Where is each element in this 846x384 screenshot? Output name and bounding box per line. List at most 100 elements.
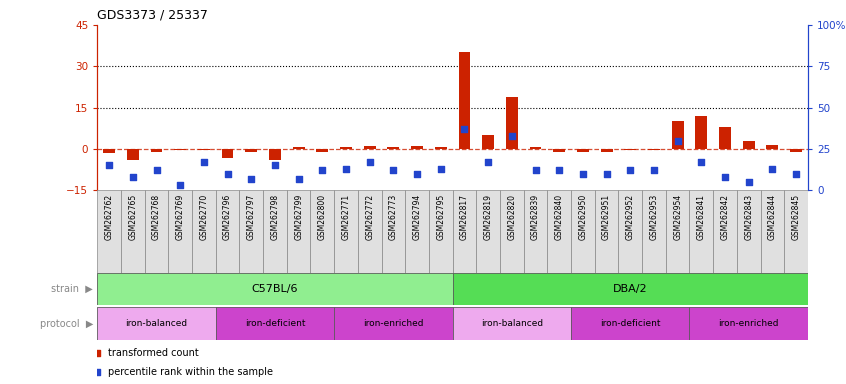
- Point: [742, 179, 755, 185]
- Point: [671, 137, 684, 144]
- Point: [268, 162, 282, 168]
- Bar: [174, 149, 186, 150]
- Text: transformed count: transformed count: [108, 348, 199, 358]
- Point: [600, 170, 613, 177]
- Point: [197, 159, 211, 165]
- Text: GSM262953: GSM262953: [650, 194, 658, 240]
- FancyBboxPatch shape: [571, 190, 595, 273]
- FancyBboxPatch shape: [216, 190, 239, 273]
- Point: [387, 167, 400, 173]
- Text: GSM262769: GSM262769: [176, 194, 184, 240]
- Point: [505, 132, 519, 139]
- FancyBboxPatch shape: [382, 190, 405, 273]
- Text: GSM262845: GSM262845: [792, 194, 800, 240]
- Text: GSM262950: GSM262950: [579, 194, 587, 240]
- FancyBboxPatch shape: [713, 190, 737, 273]
- Text: GSM262819: GSM262819: [484, 194, 492, 240]
- FancyBboxPatch shape: [263, 190, 287, 273]
- Bar: [334, 307, 453, 340]
- Text: GSM262795: GSM262795: [437, 194, 445, 240]
- Point: [316, 167, 329, 173]
- FancyBboxPatch shape: [121, 190, 145, 273]
- Text: iron-balanced: iron-balanced: [481, 319, 543, 328]
- Text: GSM262844: GSM262844: [768, 194, 777, 240]
- Bar: [624, 149, 636, 150]
- Point: [268, 114, 282, 120]
- Bar: [719, 127, 731, 149]
- Bar: [766, 145, 778, 149]
- Bar: [459, 53, 470, 149]
- Point: [434, 166, 448, 172]
- FancyBboxPatch shape: [358, 190, 382, 273]
- Bar: [216, 307, 334, 340]
- Bar: [553, 149, 565, 152]
- Point: [481, 159, 495, 165]
- Text: GSM262765: GSM262765: [129, 194, 137, 240]
- FancyBboxPatch shape: [595, 190, 618, 273]
- Text: GSM262794: GSM262794: [413, 194, 421, 240]
- Text: GSM262817: GSM262817: [460, 194, 469, 240]
- FancyBboxPatch shape: [500, 190, 524, 273]
- Point: [339, 166, 353, 172]
- Text: GSM262843: GSM262843: [744, 194, 753, 240]
- FancyBboxPatch shape: [666, 190, 689, 273]
- Point: [292, 175, 305, 182]
- Point: [150, 167, 163, 173]
- Point: [363, 159, 376, 165]
- FancyBboxPatch shape: [145, 190, 168, 273]
- FancyBboxPatch shape: [761, 190, 784, 273]
- FancyBboxPatch shape: [642, 190, 666, 273]
- Text: percentile rank within the sample: percentile rank within the sample: [108, 367, 273, 377]
- Text: GSM262770: GSM262770: [200, 194, 208, 240]
- Point: [458, 126, 471, 132]
- Bar: [316, 149, 328, 152]
- Text: protocol  ▶: protocol ▶: [40, 318, 93, 329]
- Text: GSM262800: GSM262800: [318, 194, 327, 240]
- Text: GSM262771: GSM262771: [342, 194, 350, 240]
- FancyBboxPatch shape: [287, 190, 310, 273]
- Text: GSM262954: GSM262954: [673, 194, 682, 240]
- Point: [126, 174, 140, 180]
- Bar: [453, 273, 808, 305]
- Text: GSM262762: GSM262762: [105, 194, 113, 240]
- Text: GSM262820: GSM262820: [508, 194, 516, 240]
- Bar: [689, 307, 808, 340]
- FancyBboxPatch shape: [453, 190, 476, 273]
- Text: GSM262768: GSM262768: [152, 194, 161, 240]
- Bar: [340, 147, 352, 149]
- FancyBboxPatch shape: [405, 190, 429, 273]
- Point: [766, 166, 779, 172]
- Bar: [411, 146, 423, 149]
- Text: GSM262842: GSM262842: [721, 194, 729, 240]
- Bar: [648, 149, 660, 150]
- Point: [529, 167, 542, 173]
- FancyBboxPatch shape: [476, 190, 500, 273]
- Point: [221, 170, 234, 177]
- Bar: [601, 149, 613, 152]
- Text: GSM262798: GSM262798: [271, 194, 279, 240]
- Point: [647, 167, 661, 173]
- Point: [410, 170, 424, 177]
- FancyBboxPatch shape: [689, 190, 713, 273]
- Text: GSM262951: GSM262951: [602, 194, 611, 240]
- Text: iron-deficient: iron-deficient: [244, 319, 305, 328]
- FancyBboxPatch shape: [547, 190, 571, 273]
- FancyBboxPatch shape: [192, 190, 216, 273]
- Text: GDS3373 / 25337: GDS3373 / 25337: [97, 8, 208, 21]
- FancyBboxPatch shape: [239, 190, 263, 273]
- Bar: [387, 147, 399, 149]
- FancyBboxPatch shape: [737, 190, 761, 273]
- Bar: [293, 147, 305, 149]
- FancyBboxPatch shape: [784, 190, 808, 273]
- Point: [695, 159, 708, 165]
- Point: [552, 167, 566, 173]
- Bar: [453, 307, 571, 340]
- Text: GSM262772: GSM262772: [365, 194, 374, 240]
- Bar: [245, 149, 257, 152]
- Bar: [482, 135, 494, 149]
- FancyBboxPatch shape: [524, 190, 547, 273]
- Text: strain  ▶: strain ▶: [52, 284, 93, 294]
- Text: iron-enriched: iron-enriched: [718, 319, 779, 328]
- Text: GSM262841: GSM262841: [697, 194, 706, 240]
- FancyBboxPatch shape: [618, 190, 642, 273]
